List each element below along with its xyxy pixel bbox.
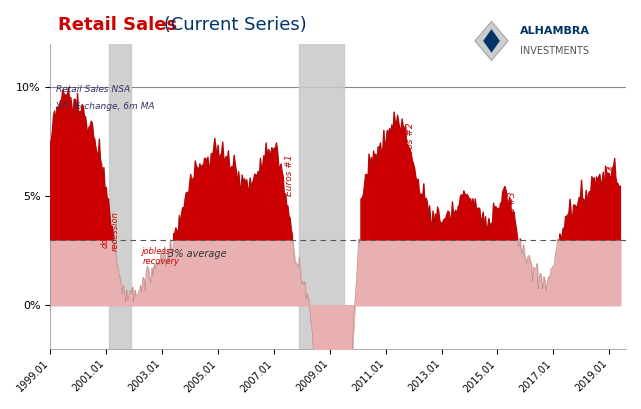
Text: ALHAMBRA: ALHAMBRA: [520, 26, 590, 36]
Text: Y/Y % change, 6m MA: Y/Y % change, 6m MA: [56, 102, 154, 111]
Bar: [299, 44, 344, 349]
Text: Retail Sales: Retail Sales: [58, 16, 177, 34]
Text: INVESTMENTS: INVESTMENTS: [520, 46, 589, 56]
Text: Euros #4: Euros #4: [608, 166, 617, 207]
Bar: [109, 44, 131, 349]
Text: Euros #3: Euros #3: [508, 192, 517, 234]
Text: jobless
recovery: jobless recovery: [142, 247, 179, 266]
Text: dot-com
recession: dot-com recession: [101, 211, 120, 251]
Text: Euros #2: Euros #2: [406, 122, 415, 164]
Polygon shape: [483, 29, 500, 53]
Text: 3% average: 3% average: [167, 249, 226, 259]
Text: Retail Sales NSA: Retail Sales NSA: [56, 85, 130, 94]
Text: (Current Series): (Current Series): [158, 16, 306, 34]
Text: Euros #1: Euros #1: [285, 155, 294, 196]
Polygon shape: [475, 21, 508, 61]
